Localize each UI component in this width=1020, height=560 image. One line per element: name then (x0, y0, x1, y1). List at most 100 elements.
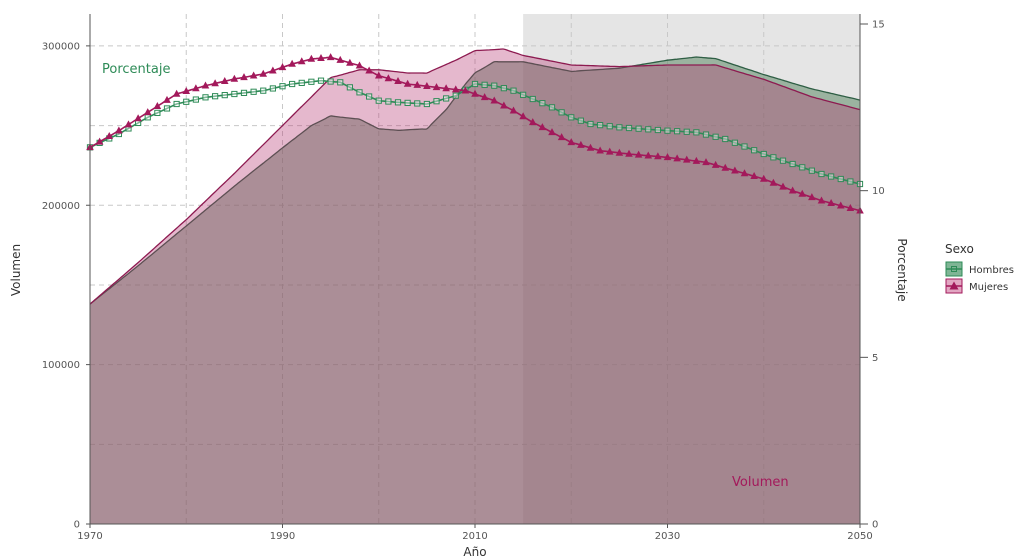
percent-marker-mujeres (798, 189, 807, 197)
percent-marker-hombres (337, 79, 344, 86)
percent-marker-mujeres (432, 83, 441, 91)
percent-marker-hombres (693, 129, 700, 136)
percent-marker-mujeres (577, 140, 585, 148)
percent-marker-hombres (173, 100, 180, 108)
legend-key-marker-mujeres (949, 281, 959, 290)
percent-marker-hombres (837, 175, 844, 183)
percent-marker-mujeres (384, 74, 393, 82)
percent-marker-hombres (231, 90, 238, 98)
percent-marker-mujeres (634, 150, 643, 158)
percent-marker-hombres (221, 92, 228, 99)
percent-marker-mujeres (153, 102, 162, 110)
percent-marker-mujeres (480, 93, 489, 101)
percent-marker-hombres (423, 100, 430, 108)
percent-marker-hombres (606, 123, 613, 130)
percent-marker-mujeres (124, 120, 133, 128)
percent-marker-hombres (327, 78, 334, 85)
percent-marker-mujeres (567, 138, 576, 146)
percent-marker-mujeres (461, 86, 470, 94)
percent-marker-hombres (414, 100, 421, 107)
percent-marker-mujeres (115, 126, 123, 134)
percent-marker-mujeres (355, 61, 364, 69)
percent-marker-hombres (510, 87, 517, 94)
percent-marker-hombres (346, 84, 353, 91)
percent-marker-hombres (183, 98, 190, 105)
percent-marker-mujeres (586, 143, 595, 151)
percent-marker-mujeres (836, 201, 845, 209)
volume-area-hombres (90, 57, 860, 524)
legend-item-mujeres: Mujeres (945, 278, 1008, 294)
percent-marker-mujeres (240, 73, 248, 81)
percent-marker-hombres (491, 82, 498, 89)
y-left-tick-label: 200000 (42, 201, 80, 212)
percent-marker-mujeres (673, 154, 681, 162)
percent-marker-mujeres (654, 152, 662, 160)
volume-line-hombres (89, 56, 861, 305)
volume-area-mujeres (90, 48, 860, 525)
y-left-axis-label: Volumen (9, 244, 23, 296)
y-left-tick-label: 300000 (42, 41, 80, 52)
percent-marker-hombres (674, 128, 681, 135)
legend-item-hombres: Hombres (945, 261, 1014, 277)
percent-marker-mujeres (519, 112, 527, 120)
y-left-tick-label: 0 (74, 520, 80, 531)
legend-label-mujeres: Mujeres (969, 282, 1008, 293)
percent-marker-mujeres (374, 71, 383, 79)
percent-marker-mujeres (220, 77, 229, 85)
percent-marker-hombres (366, 93, 373, 100)
percent-marker-mujeres (721, 163, 730, 171)
percent-marker-mujeres (596, 146, 604, 154)
percent-marker-hombres (751, 147, 758, 154)
annotation-porcentaje: Porcentaje (102, 62, 170, 77)
percent-marker-mujeres (808, 193, 816, 201)
percent-marker-hombres (645, 126, 652, 133)
percent-marker-hombres (192, 96, 199, 103)
percent-marker-mujeres (451, 85, 460, 93)
percent-marker-hombres (635, 125, 642, 132)
percent-marker-hombres (818, 170, 825, 178)
percent-marker-hombres (317, 77, 325, 84)
y-right-tick-label: 10 (872, 186, 885, 197)
percent-marker-mujeres (336, 55, 345, 63)
percent-marker-hombres (828, 173, 835, 180)
legend-key-marker-hombres (951, 266, 957, 272)
percent-marker-hombres (722, 135, 729, 143)
x-axis-label: Año (463, 545, 486, 559)
percent-marker-mujeres (538, 123, 547, 131)
percent-marker-hombres (163, 105, 171, 112)
percent-marker-hombres (481, 81, 488, 88)
percent-marker-mujeres (528, 118, 537, 126)
percent-marker-hombres (520, 91, 527, 98)
percent-marker-mujeres (201, 81, 210, 89)
x-tick-label: 2030 (655, 531, 680, 542)
x-tick-label: 1970 (77, 531, 102, 542)
volume-areas (89, 48, 861, 525)
y-right-tick-label: 0 (872, 520, 878, 531)
percent-marker-mujeres (105, 132, 114, 140)
percent-marker-hombres (558, 109, 565, 116)
percent-marker-mujeres (548, 128, 556, 136)
percent-marker-mujeres (297, 57, 306, 65)
legend-title: Sexo (945, 242, 974, 256)
percent-marker-hombres (779, 157, 787, 164)
percent-marker-mujeres (326, 53, 335, 61)
percent-marker-hombres (375, 97, 382, 104)
percent-marker-hombres (404, 99, 411, 106)
percent-marker-hombres (577, 117, 584, 124)
percent-marker-mujeres (827, 198, 835, 206)
percent-marker-hombres (529, 95, 536, 103)
percent-marker-mujeres (211, 79, 219, 87)
percent-marker-hombres (731, 139, 738, 146)
x-tick-label: 2050 (847, 531, 872, 542)
percent-marker-hombres (808, 167, 815, 174)
percent-marker-mujeres (769, 178, 778, 186)
y-right-tick-label: 15 (872, 20, 885, 31)
percent-marker-mujeres (249, 71, 258, 79)
percent-marker-mujeres (269, 66, 277, 74)
percent-marker-mujeres (682, 155, 691, 163)
percent-marker-mujeres (625, 149, 633, 157)
percent-marker-mujeres (500, 101, 508, 109)
percent-marker-hombres (471, 80, 479, 88)
percent-lines (86, 53, 864, 214)
